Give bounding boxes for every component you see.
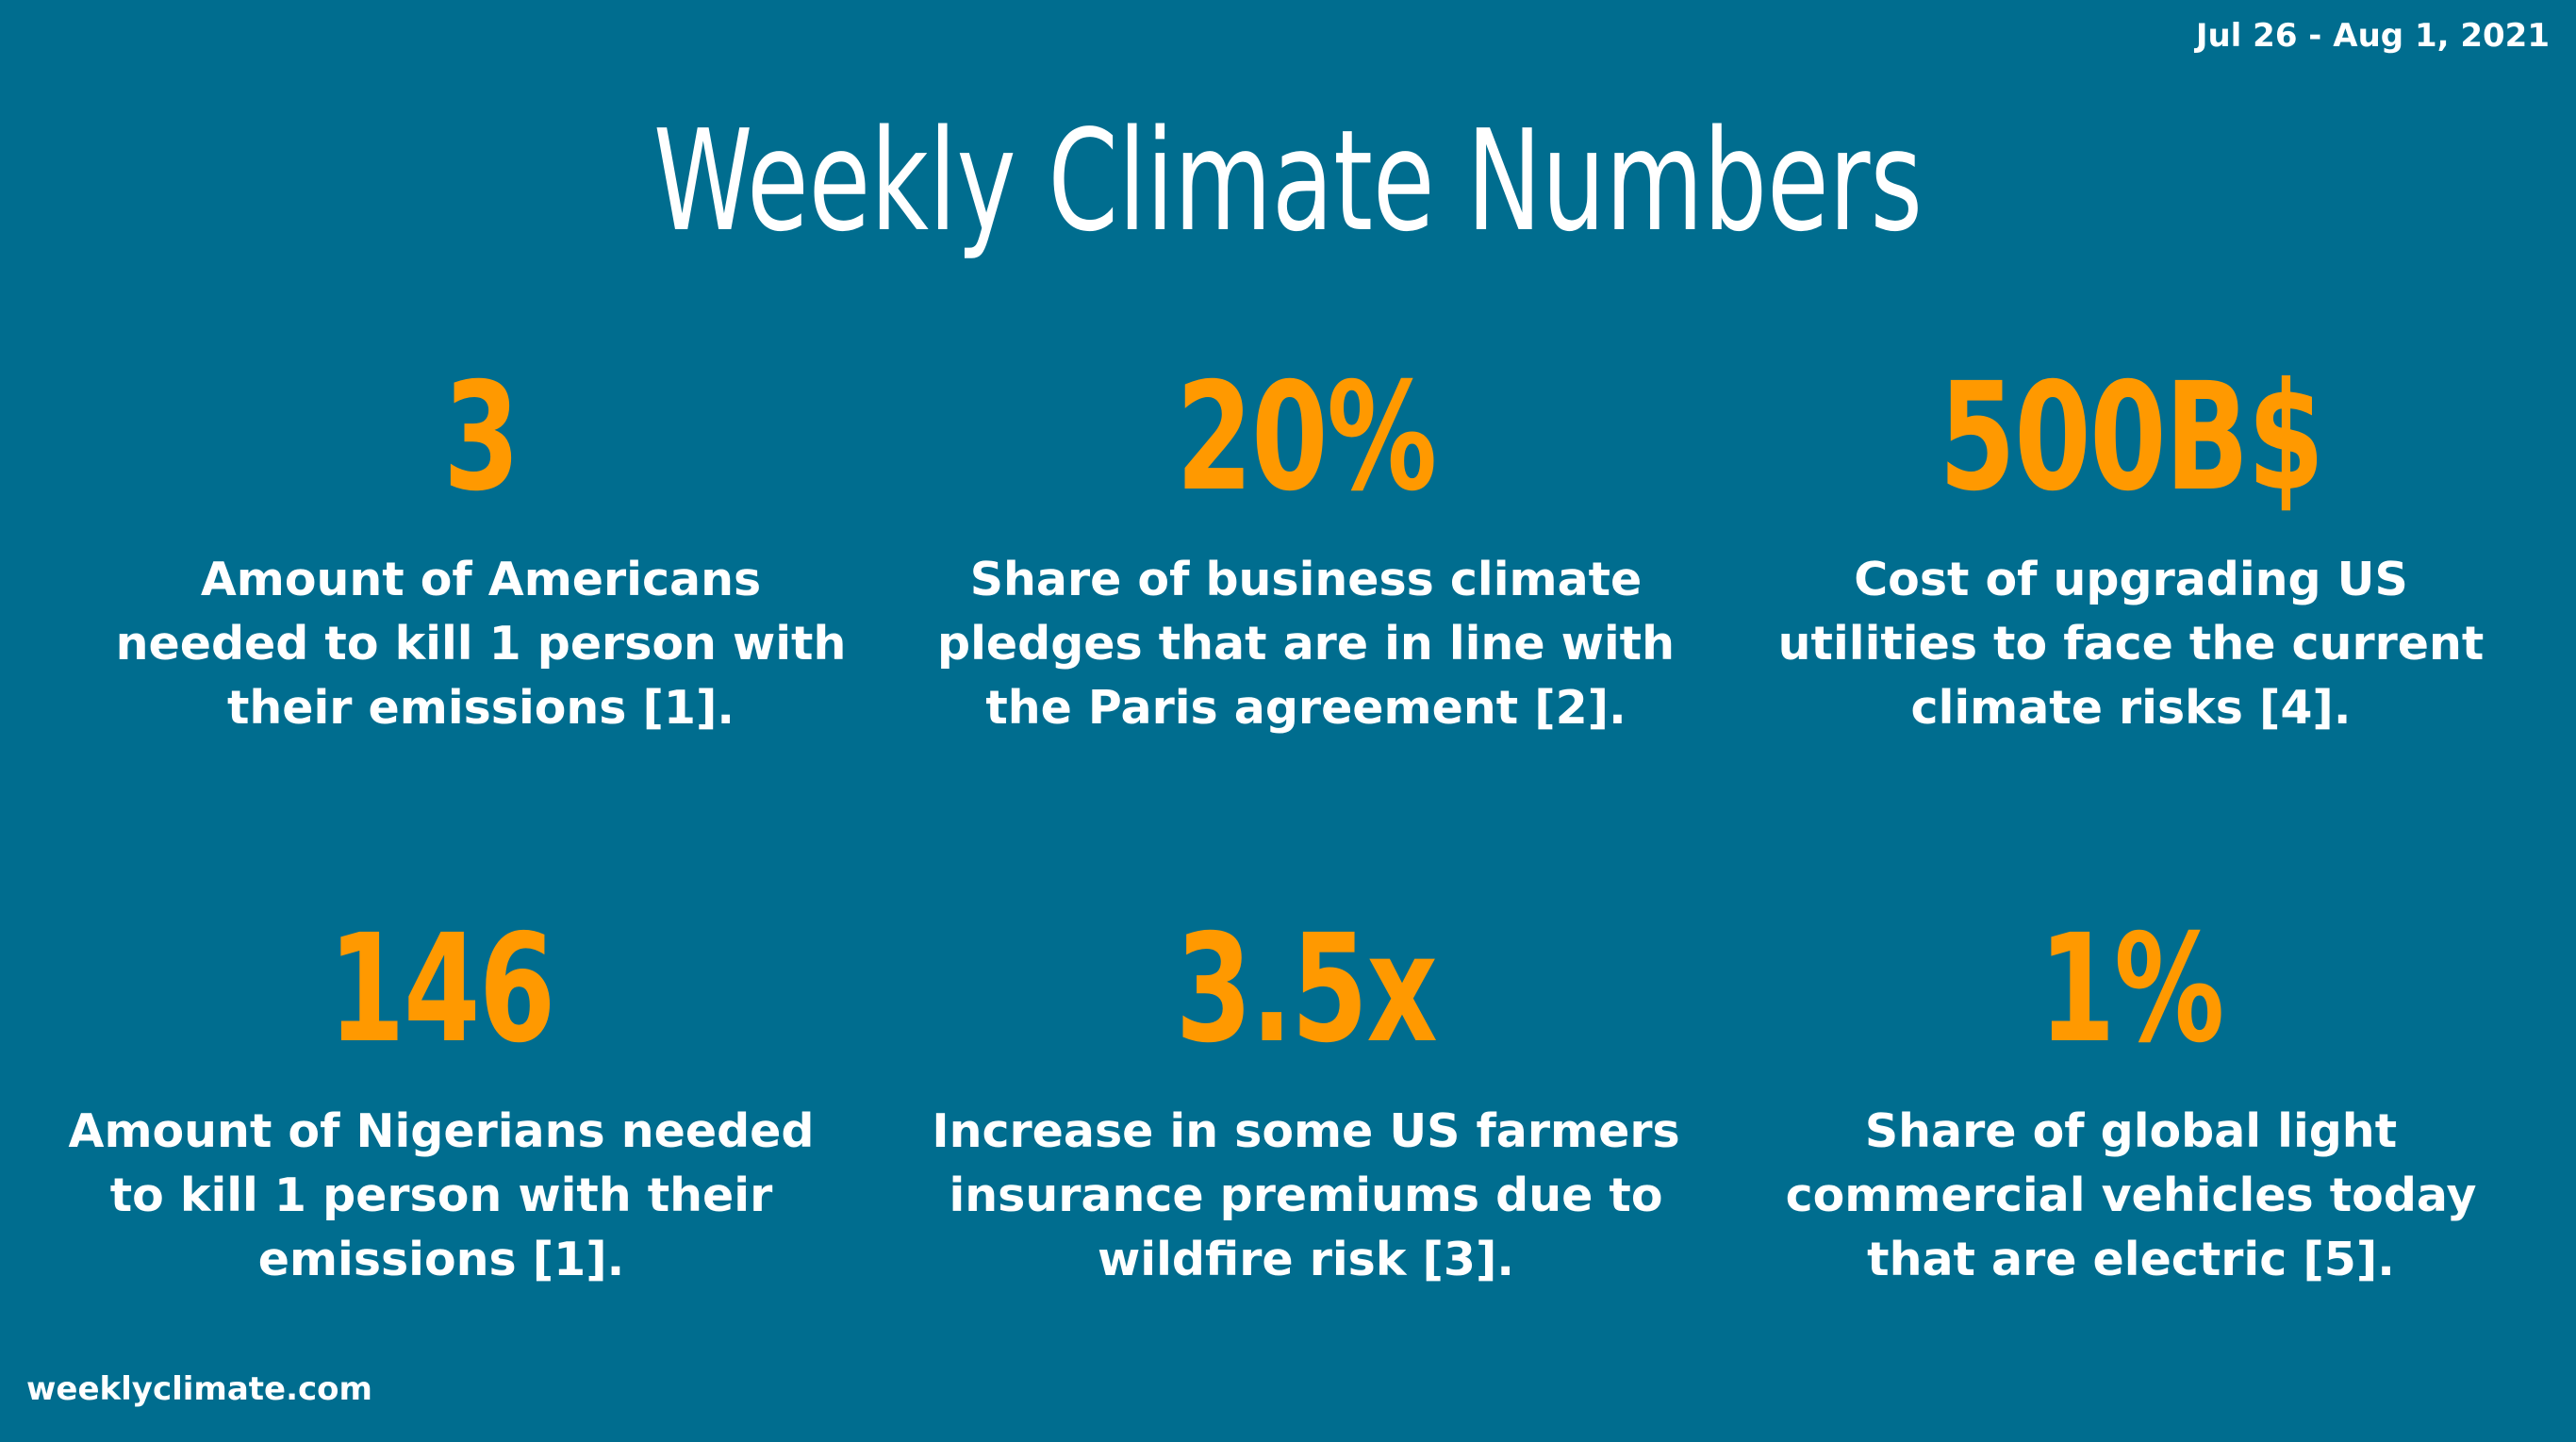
stat-card-insurance-premiums: 3.5x Increase in some US farmers insuran… — [900, 915, 1711, 1292]
date-range: Jul 26 - Aug 1, 2021 — [2195, 17, 2550, 55]
footer-site-link[interactable]: weeklyclimate.com — [26, 1370, 372, 1408]
stat-card-americans: 3 Amount of Americans needed to kill 1 p… — [75, 363, 886, 740]
stat-description: Amount of Nigerians needed to kill 1 per… — [68, 1104, 815, 1286]
stat-card-electric-vehicles: 1% Share of global light commercial vehi… — [1726, 915, 2536, 1292]
stat-card-business-pledges: 20% Share of business climate pledges th… — [900, 363, 1711, 740]
stat-value: 1% — [2039, 903, 2224, 1076]
stat-description: Cost of upgrading US utilities to face t… — [1777, 553, 2485, 735]
stat-value: 3 — [443, 351, 520, 524]
stat-card-nigerians: 146 Amount of Nigerians needed to kill 1… — [36, 915, 847, 1292]
stat-description: Share of global light commercial vehicle… — [1785, 1104, 2477, 1286]
stat-value: 146 — [328, 903, 555, 1076]
stat-card-utilities-cost: 500B$ Cost of upgrading US utilities to … — [1726, 363, 2536, 740]
stat-description: Amount of Americans needed to kill 1 per… — [115, 553, 847, 735]
stat-value: 500B$ — [1939, 351, 2324, 524]
stat-value: 3.5x — [1175, 903, 1438, 1076]
stat-value: 20% — [1176, 351, 1437, 524]
stat-description: Increase in some US farmers insurance pr… — [932, 1104, 1680, 1286]
stat-description: Share of business climate pledges that a… — [937, 553, 1675, 735]
page-title: Weekly Climate Numbers — [652, 100, 1923, 262]
